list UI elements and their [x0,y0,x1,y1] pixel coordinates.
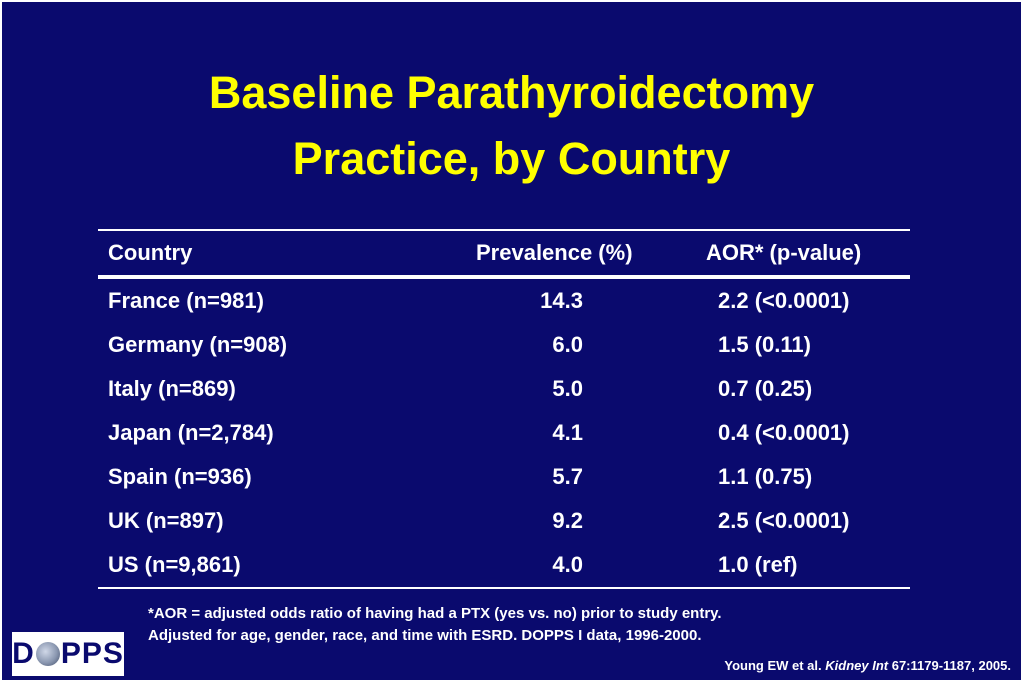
header-prevalence: Prevalence (%) [476,240,633,265]
table-row: Italy (n=869) 5.0 0.7 (0.25) [98,367,910,411]
cell-prevalence: 4.1 [552,420,583,445]
table-bottom-rule [98,587,910,589]
table-top-rule [98,229,910,231]
cell-aor: 1.1 (0.75) [718,464,813,489]
cell-aor: 2.5 (<0.0001) [718,508,850,533]
cell-prevalence: 14.3 [540,288,583,313]
cell-aor: 0.4 (<0.0001) [718,420,850,445]
cell-aor: 1.0 (ref) [718,552,798,577]
logo-text-d: D [12,637,35,670]
cell-aor: 2.2 (<0.0001) [718,288,850,313]
citation-authors: Young EW et al. [724,658,822,673]
cell-prevalence: 6.0 [552,332,583,357]
citation-ref: 67:1179-1187, 2005. [891,658,1011,673]
cell-prevalence: 4.0 [552,552,583,577]
globe-icon [35,642,60,666]
cell-country: Spain (n=936) [108,464,252,489]
table-header-row: Country Prevalence (%) AOR* (p-value) [98,231,910,275]
table-row: Spain (n=936) 5.7 1.1 (0.75) [98,455,910,499]
cell-country: US (n=9,861) [108,552,241,577]
cell-prevalence: 9.2 [552,508,583,533]
cell-aor: 1.5 (0.11) [718,332,811,357]
cell-country: Japan (n=2,784) [108,420,274,445]
cell-prevalence: 5.0 [552,376,583,401]
header-country: Country [108,240,193,265]
title-line-2: Practice, by Country [292,133,731,184]
table-row: France (n=981) 14.3 2.2 (<0.0001) [98,279,910,323]
citation: Young EW et al. Kidney Int 67:1179-1187,… [724,658,1011,673]
cell-country: Germany (n=908) [108,332,288,357]
cell-country: France (n=981) [108,288,264,313]
dopps-logo: D PPS [12,632,124,676]
table-body: France (n=981) 14.3 2.2 (<0.0001) Germany (… [98,279,910,587]
logo-text-pps: PPS [60,637,124,670]
slide-title: Baseline Parathyroidectomy Practice, by … [2,60,1021,192]
citation-journal: Kidney Int [825,658,889,673]
table-row: Japan (n=2,784) 4.1 0.4 (<0.0001) [98,411,910,455]
cell-country: UK (n=897) [108,508,224,533]
cell-prevalence: 5.7 [552,464,583,489]
table-row: US (n=9,861) 4.0 1.0 (ref) [98,543,910,587]
cell-country: Italy (n=869) [108,376,236,401]
title-line-1: Baseline Parathyroidectomy [208,67,815,118]
footnote-line-1: *AOR = adjusted odds ratio of having had… [148,605,722,622]
header-aor: AOR* (p-value) [706,240,862,265]
prevalence-table: Country Prevalence (%) AOR* (p-value) Fr… [98,229,910,589]
table-header-rule [98,275,910,279]
footnote-line-2: Adjusted for age, gender, race, and time… [148,627,702,644]
table-row: UK (n=897) 9.2 2.5 (<0.0001) [98,499,910,543]
footnote: *AOR = adjusted odds ratio of having had… [148,603,722,647]
table-row: Germany (n=908) 6.0 1.5 (0.11) [98,323,910,367]
cell-aor: 0.7 (0.25) [718,376,813,401]
